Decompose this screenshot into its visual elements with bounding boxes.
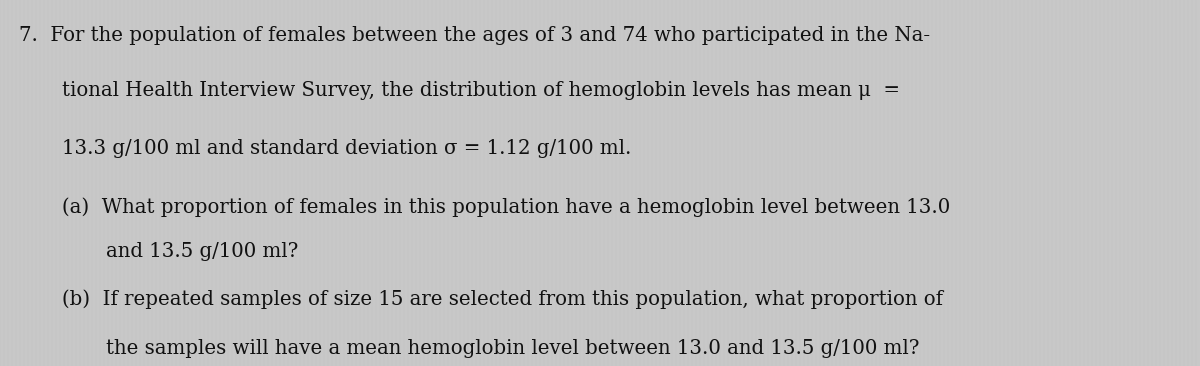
Text: the samples will have a mean hemoglobin level between 13.0 and 13.5 g/100 ml?: the samples will have a mean hemoglobin … xyxy=(106,339,919,358)
Text: (b)  If repeated samples of size 15 are selected from this population, what prop: (b) If repeated samples of size 15 are s… xyxy=(62,289,943,309)
Text: (a)  What proportion of females in this population have a hemoglobin level betwe: (a) What proportion of females in this p… xyxy=(62,198,950,217)
Text: and 13.5 g/100 ml?: and 13.5 g/100 ml? xyxy=(106,242,298,261)
Text: 7.  For the population of females between the ages of 3 and 74 who participated : 7. For the population of females between… xyxy=(19,26,930,45)
Text: tional Health Interview Survey, the distribution of hemoglobin levels has mean μ: tional Health Interview Survey, the dist… xyxy=(62,81,900,100)
Text: 13.3 g/100 ml and standard deviation σ = 1.12 g/100 ml.: 13.3 g/100 ml and standard deviation σ =… xyxy=(62,139,631,158)
